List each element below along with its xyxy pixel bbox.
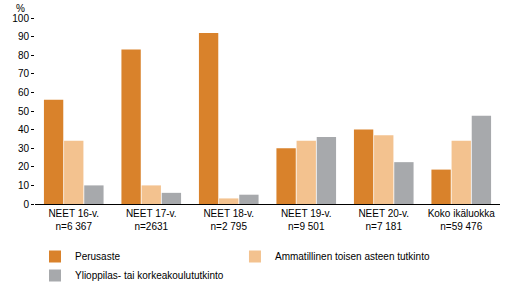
svg-text:40: 40 xyxy=(18,124,30,135)
svg-text:Perusaste: Perusaste xyxy=(75,251,120,262)
svg-text:100: 100 xyxy=(12,13,29,24)
svg-text:NEET 18-v.n=2 795: NEET 18-v.n=2 795 xyxy=(203,208,254,232)
svg-text:NEET 16-v.n=6 367: NEET 16-v.n=6 367 xyxy=(48,208,99,232)
svg-text:Ylioppilas- tai korkeakoulutut: Ylioppilas- tai korkeakoulututkinto xyxy=(75,270,224,281)
svg-text:NEET 17-v.n=2631: NEET 17-v.n=2631 xyxy=(126,208,177,232)
svg-text:60: 60 xyxy=(18,87,30,98)
svg-text:30: 30 xyxy=(18,143,30,154)
svg-text:NEET 19-v.n=9 501: NEET 19-v.n=9 501 xyxy=(281,208,332,232)
svg-text:0: 0 xyxy=(23,199,29,210)
svg-text:90: 90 xyxy=(18,31,30,42)
svg-text:70: 70 xyxy=(18,68,30,79)
svg-text:Ammatillinen toisen asteen tut: Ammatillinen toisen asteen tutkinto xyxy=(275,251,430,262)
svg-text:10: 10 xyxy=(18,180,30,191)
svg-text:80: 80 xyxy=(18,50,30,61)
svg-text:%: % xyxy=(16,3,25,14)
svg-text:NEET 20-v.n=7 181: NEET 20-v.n=7 181 xyxy=(358,208,409,232)
svg-text:50: 50 xyxy=(18,106,30,117)
svg-text:Koko ikäluokkan=59 476: Koko ikäluokkan=59 476 xyxy=(428,208,496,232)
svg-text:20: 20 xyxy=(18,161,30,172)
